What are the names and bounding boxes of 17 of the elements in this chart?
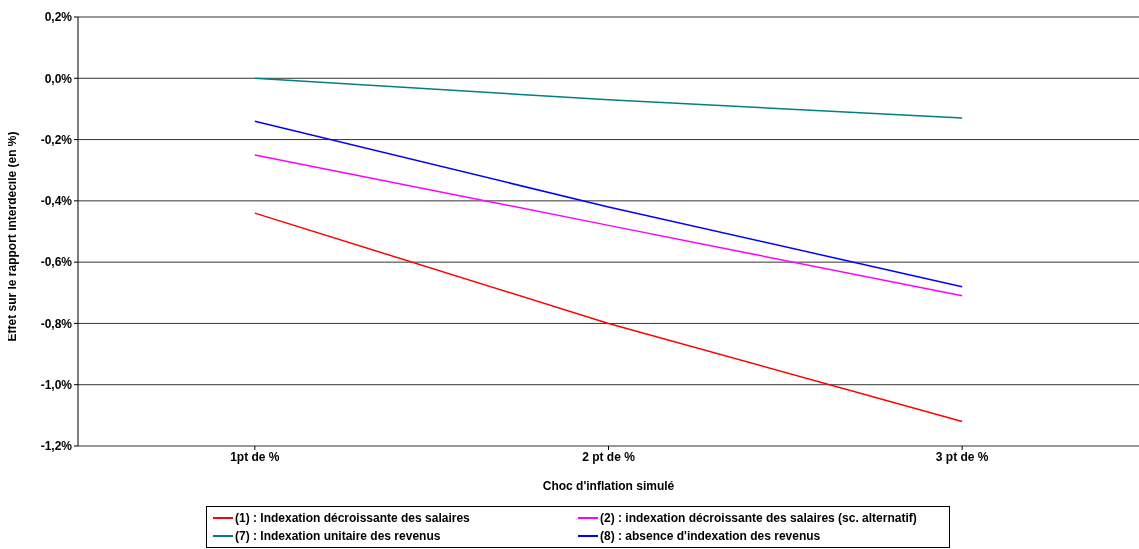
y-tick-label: -0,4% [40,194,73,209]
y-tick-label: -0,8% [40,316,73,331]
y-tick-label: 0,2% [44,10,73,25]
legend-label: (2) : indexation décroissante des salaires (sc. alternatif) [600,511,917,525]
y-axis-title: Effet sur le rapport interdécile (en %) [5,131,20,342]
legend-label: (1) : Indexation décroissante des salaires [235,511,470,525]
legend-label: (7) : Indexation unitaire des revenus [235,529,441,543]
y-tick-label: -1,0% [40,377,73,392]
x-axis-title: Choc d'inflation simulé [542,479,675,493]
x-tick-label: 2 pt de % [582,449,636,464]
y-tick-label: -1,2% [40,439,73,454]
y-tick-label: 0,0% [44,71,73,86]
x-tick-label: 1pt de % [230,449,280,464]
y-tick-label: -0,2% [40,132,73,147]
x-tick-label: 3 pt de % [935,449,989,464]
y-tick-label: -0,6% [40,255,73,270]
legend-label: (8) : absence d'indexation des revenus [600,529,821,543]
